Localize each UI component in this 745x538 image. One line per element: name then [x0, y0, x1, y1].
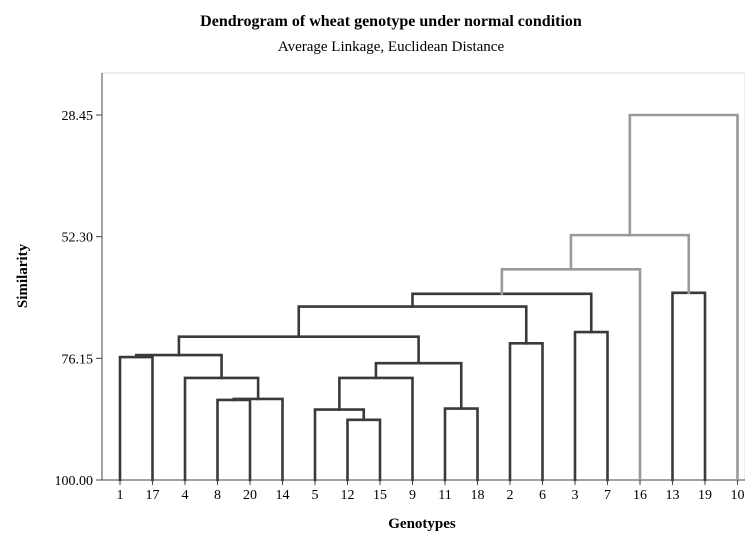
chart-subtitle: Average Linkage, Euclidean Distance — [278, 39, 505, 55]
chart-title: Dendrogram of wheat genotype under norma… — [200, 13, 582, 30]
x-tick-label: 17 — [146, 488, 160, 503]
y-axis-title: Similarity — [15, 243, 31, 308]
x-tick-label: 14 — [276, 488, 290, 503]
dendrogram-link — [500, 268, 642, 482]
dendrogram-links — [118, 113, 739, 482]
x-tick-label: 19 — [698, 488, 712, 503]
x-tick-label: 6 — [539, 488, 546, 503]
dendrogram-link — [183, 376, 260, 482]
dendrogram-link — [569, 233, 691, 295]
dendrogram-link — [346, 418, 382, 482]
dendrogram-link — [374, 361, 463, 410]
dendrogram-link — [508, 341, 544, 482]
x-tick-label: 9 — [409, 488, 416, 503]
y-tick-label: 76.15 — [62, 352, 94, 367]
dendrogram-link — [671, 291, 707, 482]
dendrogram-link — [232, 397, 284, 482]
y-tick-group: 28.45 52.30 76.15 100.00 — [55, 109, 102, 489]
x-tick-group: 1 17 4 8 20 14 5 12 15 9 11 18 2 6 3 7 16 13 19 10 — [117, 480, 745, 503]
x-tick-label: 10 — [731, 488, 745, 503]
x-tick-label: 5 — [312, 488, 319, 503]
x-tick-label: 12 — [341, 488, 355, 503]
dendrogram-link — [177, 335, 420, 365]
x-tick-label: 4 — [182, 488, 189, 503]
plot-frame — [101, 72, 745, 481]
dendrogram-link — [411, 292, 593, 334]
x-tick-label: 3 — [572, 488, 579, 503]
dendrogram-link — [573, 330, 609, 482]
dendrogram-link — [134, 353, 223, 380]
x-tick-label: 1 — [117, 488, 124, 503]
y-tick-label: 52.30 — [62, 231, 94, 246]
x-tick-label: 18 — [471, 488, 485, 503]
x-tick-label: 16 — [633, 488, 647, 503]
x-tick-label: 15 — [373, 488, 387, 503]
y-tick-label: 28.45 — [62, 109, 94, 124]
x-tick-label: 8 — [214, 488, 221, 503]
x-tick-label: 20 — [243, 488, 257, 503]
dendrogram-link — [628, 113, 739, 482]
x-tick-label: 2 — [507, 488, 514, 503]
x-axis-title: Genotypes — [388, 516, 456, 532]
dendrogram-link — [338, 376, 414, 482]
x-tick-label: 7 — [604, 488, 611, 503]
dendrogram-link — [216, 398, 252, 482]
dendrogram-link — [443, 407, 479, 482]
x-tick-label: 11 — [438, 488, 451, 503]
y-tick-label: 100.00 — [55, 474, 94, 489]
dendrogram-link — [118, 355, 154, 482]
x-tick-label: 13 — [666, 488, 680, 503]
